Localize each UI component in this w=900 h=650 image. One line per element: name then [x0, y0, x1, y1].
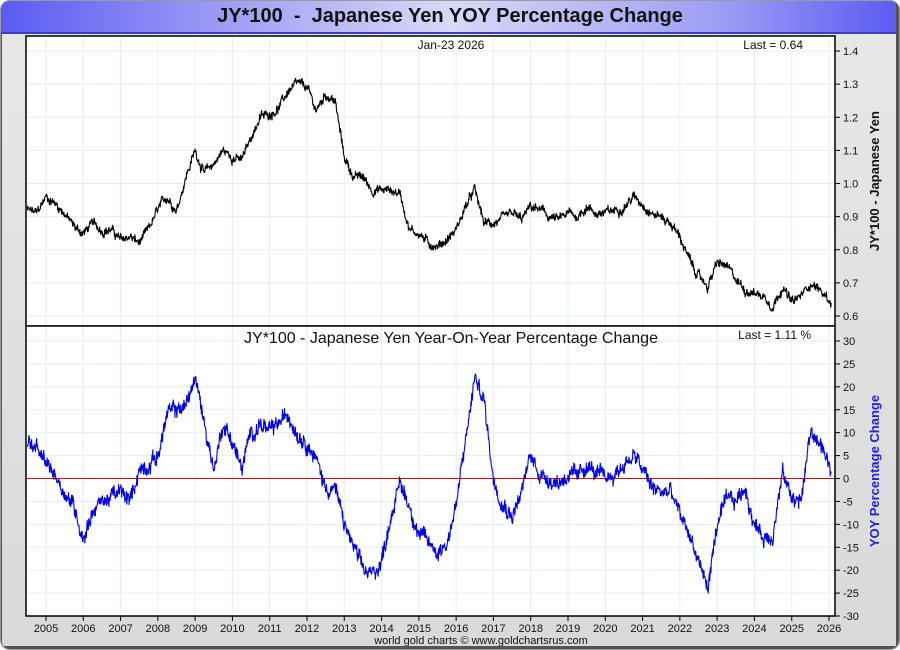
x-tick-label: 2012: [295, 623, 319, 635]
x-tick-label: 2014: [369, 623, 393, 635]
y-tick-label: -10: [843, 519, 859, 531]
y-tick-label: 0.6: [843, 311, 858, 323]
x-tick-label: 2020: [593, 623, 617, 635]
x-tick-label: 2008: [146, 623, 170, 635]
price-last-label: Last = 0.64: [743, 38, 803, 52]
yoy-panel: -30 -25 -20 -15 -10 -5 0 5 10 15 20 25 30 JY*100 - J…: [25, 325, 882, 623]
x-tick-label: 2006: [71, 623, 95, 635]
yoy-series-line: [26, 373, 832, 594]
yoy-grid: [27, 327, 834, 615]
x-tick-label: 2024: [742, 623, 766, 635]
x-tick-label: 2007: [108, 623, 132, 635]
y-tick-label: 0.8: [843, 245, 858, 257]
price-y-axis: 0.6 0.7 0.8 0.9 1.0 1.1 1.2 1.3 1.4: [835, 46, 858, 323]
x-tick-label: 2019: [556, 623, 580, 635]
x-tick-label: 2011: [258, 623, 282, 635]
yoy-panel-title: JY*100 - Japanese Yen Year-On-Year Perce…: [244, 330, 658, 347]
yoy-y-axis: -30 -25 -20 -15 -10 -5 0 5 10 15 20 25 30: [835, 336, 859, 623]
y-tick-label: 1.1: [843, 145, 858, 157]
y-tick-label: 1.0: [843, 179, 858, 191]
x-axis: 2005 2006 2007 2008 2009 2010 2011 2012 2013 2014…: [34, 616, 841, 635]
footer-credit: world gold charts © www.goldchartsrus.co…: [373, 635, 588, 647]
x-tick-label: 2023: [705, 623, 729, 635]
x-tick-label: 2021: [630, 623, 654, 635]
y-tick-label: 5: [843, 451, 849, 463]
x-tick-label: 2026: [817, 623, 841, 635]
window-title: JY*100 - Japanese Yen YOY Percentage Cha…: [217, 5, 683, 27]
price-panel: 0.60.70.80.91.01.11.21.31.4 Jan-23 2026 …: [25, 35, 882, 327]
y-tick-label: 0: [843, 474, 849, 486]
title-bar: JY*100 - Japanese Yen YOY Percentage Cha…: [1, 1, 899, 34]
x-tick-label: 2016: [444, 623, 468, 635]
x-tick-label: 2015: [407, 623, 431, 635]
x-tick-label: 2013: [332, 623, 356, 635]
x-tick-label: 2009: [183, 623, 207, 635]
y-tick-label: 0.7: [843, 278, 858, 290]
price-grid: [27, 37, 834, 325]
y-tick-label: 15: [843, 405, 855, 417]
date-label: Jan-23 2026: [418, 38, 485, 52]
y-tick-label: 25: [843, 359, 855, 371]
x-tick-label: 2025: [779, 623, 803, 635]
y-tick-label: -15: [843, 542, 859, 554]
x-tick-label: 2018: [518, 623, 542, 635]
y-tick-label: 1.4: [843, 46, 858, 58]
price-y-axis-title: JY*100 - Japanese Yen: [867, 111, 882, 251]
yoy-y-axis-title: YOY Percentage Change: [867, 395, 882, 547]
y-tick-label: 1.3: [843, 79, 858, 91]
y-tick-label: 1.2: [843, 112, 858, 124]
y-tick-label: -25: [843, 588, 859, 600]
x-tick-label: 2017: [481, 623, 505, 635]
price-series-line: [26, 77, 832, 312]
y-tick-label: 10: [843, 428, 855, 440]
yoy-last-label: Last = 1.11 %: [738, 328, 811, 342]
x-tick-label: 2022: [668, 623, 692, 635]
y-tick-label: -20: [843, 565, 859, 577]
y-tick-label: 30: [843, 336, 855, 348]
y-tick-label: 20: [843, 382, 855, 394]
y-tick-label: 0.9: [843, 212, 858, 224]
x-tick-label: 2005: [34, 623, 58, 635]
x-tick-label: 2010: [220, 623, 244, 635]
y-tick-label: -5: [843, 496, 853, 508]
y-tick-label: -30: [843, 611, 859, 623]
